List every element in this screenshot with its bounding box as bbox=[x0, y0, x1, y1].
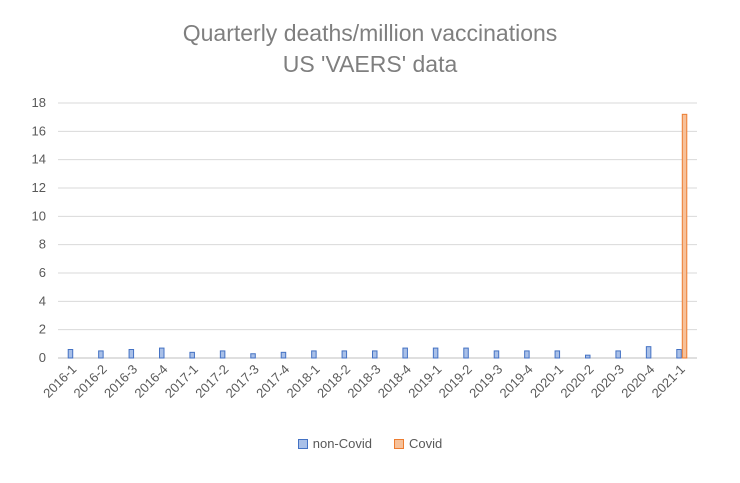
x-tick-label: 2018-4 bbox=[375, 362, 414, 401]
x-tick-label: 2020-1 bbox=[527, 362, 566, 401]
x-tick-label: 2017-3 bbox=[223, 362, 262, 401]
x-tick-label: 2017-4 bbox=[253, 362, 292, 401]
bar-non-covid bbox=[98, 350, 104, 359]
chart-title: Quarterly deaths/million vaccinations bbox=[182, 20, 558, 46]
legend-entry-covid: Covid bbox=[394, 436, 442, 451]
y-tick-label: 0 bbox=[39, 350, 46, 365]
chart-title-block: Quarterly deaths/million vaccinations US… bbox=[0, 18, 740, 80]
bar-non-covid bbox=[219, 350, 226, 359]
bar-non-covid bbox=[159, 347, 165, 359]
bar-non-covid bbox=[372, 350, 378, 359]
bar-non-covid bbox=[585, 354, 591, 359]
x-tick-label: 2020-3 bbox=[588, 362, 627, 401]
legend-swatch-covid bbox=[394, 438, 404, 449]
legend-entry-non-covid: non-Covid bbox=[297, 436, 372, 451]
y-tick-label: 16 bbox=[32, 123, 46, 138]
bar-non-covid bbox=[311, 350, 317, 359]
y-tick-label: 14 bbox=[32, 152, 46, 167]
x-tick-label: 2020-2 bbox=[557, 362, 596, 401]
bar-non-covid bbox=[615, 350, 621, 359]
bar-non-covid bbox=[493, 350, 500, 359]
x-tick-label: 2018-1 bbox=[284, 362, 323, 401]
y-tick-label: 18 bbox=[32, 95, 46, 110]
x-tick-label: 2017-1 bbox=[162, 362, 201, 401]
y-tick-label: 2 bbox=[39, 322, 46, 337]
bar-non-covid bbox=[250, 353, 256, 359]
y-tick-label: 6 bbox=[39, 265, 46, 280]
x-tick-label: 2019-2 bbox=[436, 362, 475, 401]
legend-label-covid: Covid bbox=[409, 436, 443, 451]
bar-non-covid bbox=[189, 351, 195, 359]
y-tick-label: 12 bbox=[32, 180, 46, 195]
legend-label-non-covid: non-Covid bbox=[312, 436, 372, 451]
bar-covid bbox=[681, 113, 688, 359]
bar-non-covid bbox=[402, 347, 408, 359]
chart-subtitle: US 'VAERS' data bbox=[282, 51, 458, 77]
y-tick-label: 8 bbox=[39, 237, 46, 252]
x-tick-label: 2021-1 bbox=[649, 362, 688, 401]
bar-non-covid bbox=[67, 349, 74, 359]
y-tick-label: 10 bbox=[32, 208, 46, 223]
y-tick-label: 4 bbox=[39, 293, 46, 308]
x-tick-label: 2019-4 bbox=[497, 362, 536, 401]
x-tick-label: 2019-1 bbox=[405, 362, 444, 401]
x-tick-label: 2020-4 bbox=[618, 362, 657, 401]
x-tick-label: 2016-3 bbox=[101, 362, 140, 401]
x-tick-label: 2016-4 bbox=[131, 362, 170, 401]
bar-non-covid bbox=[432, 347, 439, 359]
bar-non-covid bbox=[128, 349, 135, 359]
bar-non-covid bbox=[645, 346, 652, 359]
bar-non-covid bbox=[341, 350, 348, 359]
bar-non-covid bbox=[524, 350, 530, 359]
legend: non-Covid Covid bbox=[0, 436, 740, 451]
bar-non-covid bbox=[676, 349, 682, 359]
bar-non-covid bbox=[280, 351, 287, 359]
bar-non-covid bbox=[554, 350, 561, 359]
x-tick-label: 2017-2 bbox=[192, 362, 231, 401]
x-tick-label: 2016-2 bbox=[71, 362, 110, 401]
x-tick-label: 2019-3 bbox=[466, 362, 505, 401]
legend-swatch-non-covid bbox=[297, 438, 308, 449]
x-tick-label: 2018-3 bbox=[344, 362, 383, 401]
bar-non-covid bbox=[463, 347, 469, 359]
x-tick-label: 2016-1 bbox=[40, 362, 79, 401]
x-tick-label: 2018-2 bbox=[314, 362, 353, 401]
